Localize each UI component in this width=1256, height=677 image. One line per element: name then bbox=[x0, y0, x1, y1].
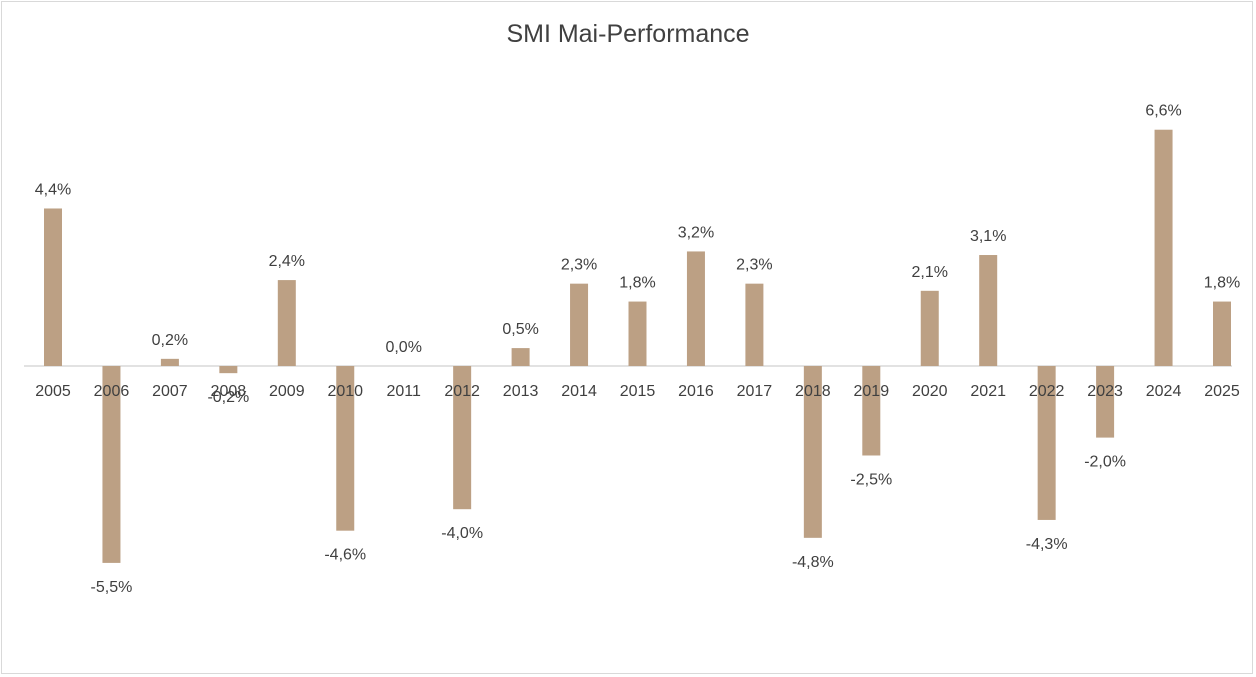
bar-2005 bbox=[44, 208, 62, 366]
data-label-2007: 0,2% bbox=[152, 332, 188, 349]
data-label-2016: 3,2% bbox=[678, 224, 714, 241]
data-label-2022: -4,3% bbox=[1026, 536, 1068, 553]
x-tick-label-2011: 2011 bbox=[386, 383, 421, 400]
data-label-2019: -2,5% bbox=[850, 472, 892, 489]
bar-2015 bbox=[628, 301, 647, 366]
data-label-2009: 2,4% bbox=[269, 253, 305, 270]
x-tick-label-2020: 2020 bbox=[912, 383, 948, 400]
bar-2016 bbox=[686, 251, 705, 366]
data-label-2005: 4,4% bbox=[35, 181, 71, 198]
x-tick-label-2006: 2006 bbox=[94, 383, 130, 400]
x-tick-label-2022: 2022 bbox=[1029, 383, 1065, 400]
x-tick-label-2012: 2012 bbox=[444, 383, 480, 400]
bar-2023 bbox=[1096, 366, 1115, 438]
bar-2014 bbox=[570, 283, 589, 366]
data-label-2006: -5,5% bbox=[91, 579, 133, 596]
x-tick-label-2005: 2005 bbox=[35, 383, 71, 400]
bar-2022 bbox=[1037, 366, 1056, 520]
data-label-2021: 3,1% bbox=[970, 228, 1006, 245]
x-tick-label-2018: 2018 bbox=[795, 383, 831, 400]
data-label-2012: -4,0% bbox=[441, 525, 483, 542]
bar-2017 bbox=[745, 283, 764, 366]
x-tick-label-2023: 2023 bbox=[1087, 383, 1123, 400]
bar-2013 bbox=[511, 348, 530, 366]
x-tick-label-2017: 2017 bbox=[737, 383, 773, 400]
x-tick-label-2024: 2024 bbox=[1146, 383, 1182, 400]
x-tick-label-2021: 2021 bbox=[970, 383, 1006, 400]
data-label-2017: 2,3% bbox=[736, 257, 772, 274]
data-label-2025: 1,8% bbox=[1204, 275, 1240, 292]
data-label-2020: 2,1% bbox=[912, 264, 948, 281]
x-tick-label-2014: 2014 bbox=[561, 383, 597, 400]
x-tick-label-2019: 2019 bbox=[854, 383, 890, 400]
bar-2025 bbox=[1213, 301, 1231, 366]
bar-2009 bbox=[277, 280, 296, 366]
data-label-2011: 0,0% bbox=[385, 339, 421, 356]
x-tick-label-2010: 2010 bbox=[327, 383, 363, 400]
data-label-2024: 6,6% bbox=[1145, 103, 1181, 120]
x-tick-label-2016: 2016 bbox=[678, 383, 714, 400]
chart-title: SMI Mai-Performance bbox=[506, 20, 750, 48]
data-label-2013: 0,5% bbox=[502, 321, 538, 338]
x-tick-label-2008: 2008 bbox=[211, 383, 247, 400]
data-label-2010: -4,6% bbox=[324, 547, 366, 564]
bar-2020 bbox=[920, 290, 939, 366]
data-label-2018: -4,8% bbox=[792, 554, 834, 571]
data-label-2015: 1,8% bbox=[619, 275, 655, 292]
bar-2007 bbox=[160, 358, 179, 366]
bar-2010 bbox=[336, 366, 355, 531]
bar-2019 bbox=[862, 366, 881, 456]
x-tick-label-2015: 2015 bbox=[620, 383, 656, 400]
data-label-2023: -2,0% bbox=[1084, 454, 1126, 471]
bar-2008 bbox=[219, 366, 238, 374]
x-tick-label-2009: 2009 bbox=[269, 383, 305, 400]
x-tick-label-2013: 2013 bbox=[503, 383, 539, 400]
x-tick-label-2025: 2025 bbox=[1204, 383, 1240, 400]
bar-2012 bbox=[453, 366, 472, 510]
data-label-2008: -0,2% bbox=[207, 389, 249, 406]
bar-2021 bbox=[979, 255, 998, 366]
x-tick-label-2007: 2007 bbox=[152, 383, 188, 400]
bar-2024 bbox=[1154, 129, 1173, 366]
data-label-2014: 2,3% bbox=[561, 257, 597, 274]
bar-2006 bbox=[102, 366, 121, 563]
bar-2018 bbox=[803, 366, 822, 538]
